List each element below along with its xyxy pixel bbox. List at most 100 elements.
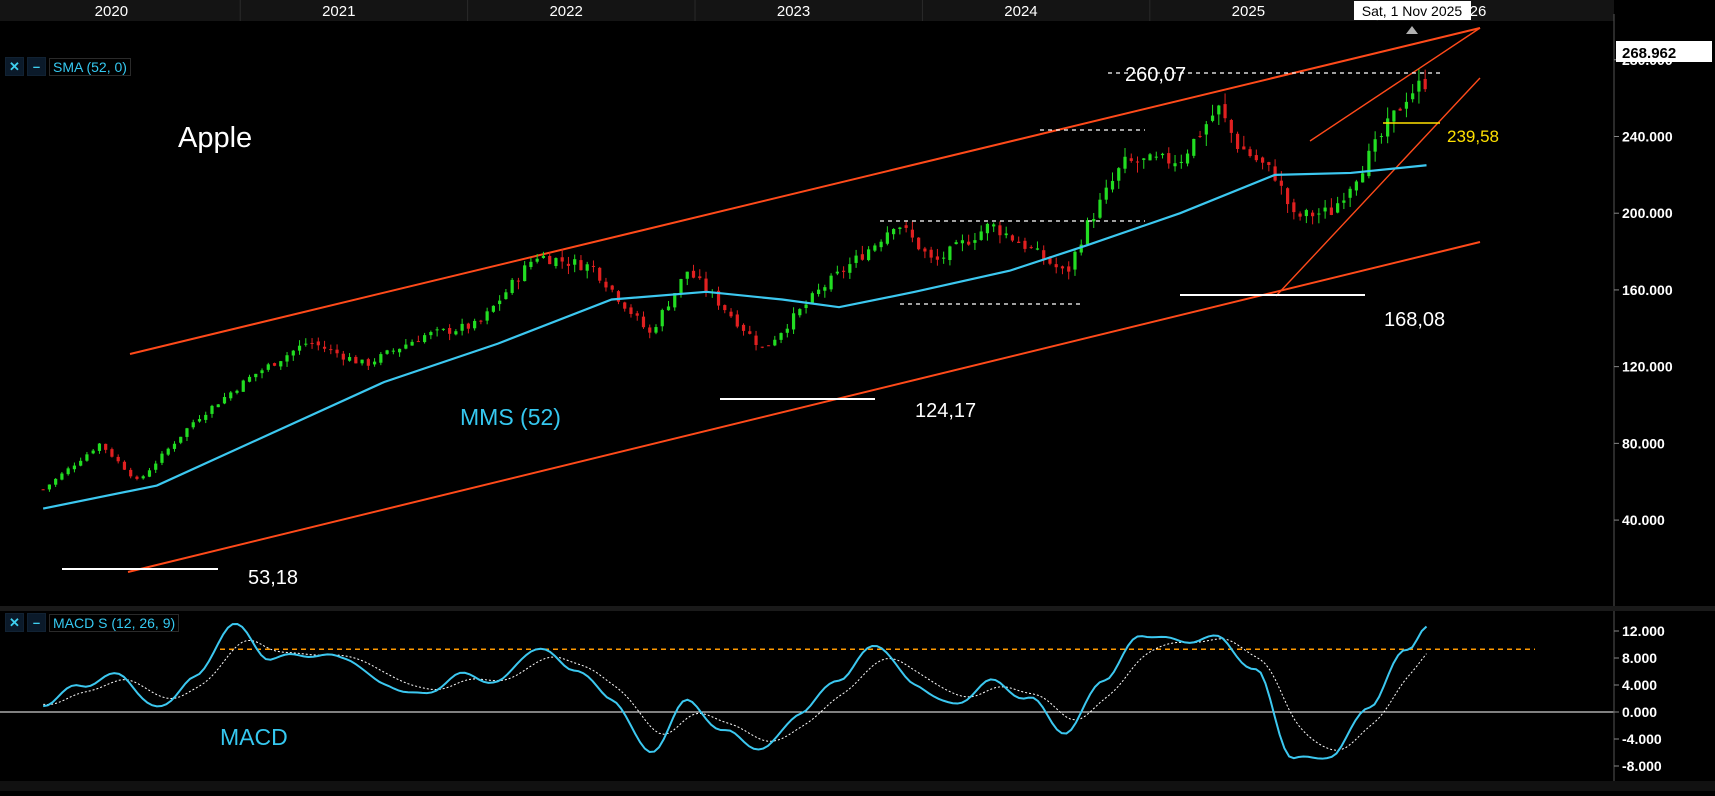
macd-title: MACD: [220, 724, 288, 750]
candle-body: [1260, 157, 1265, 163]
candle-body: [548, 255, 552, 265]
minimize-indicator-button[interactable]: –: [27, 57, 46, 76]
remove-indicator-button[interactable]: ✕: [5, 57, 24, 76]
candle-body: [216, 404, 220, 408]
candle-body: [185, 428, 189, 437]
candle-body: [1060, 266, 1065, 269]
candle-body: [960, 240, 965, 244]
candle-body: [723, 305, 727, 311]
candle-body: [942, 257, 946, 259]
price-axis-bg: [1614, 0, 1715, 791]
candle-body: [691, 270, 696, 278]
candle-body: [454, 331, 458, 335]
candle-body: [316, 341, 320, 346]
last-price-value: 268.962: [1622, 45, 1676, 62]
candle-body: [1142, 158, 1146, 160]
candle-body: [1042, 250, 1046, 260]
candle-body: [379, 354, 383, 363]
candle-body: [172, 443, 177, 449]
candle-body: [935, 256, 940, 260]
candle-body: [473, 320, 477, 329]
candle-body: [66, 468, 70, 475]
candle-body: [660, 310, 664, 327]
price-tick-label: 120.000: [1622, 359, 1673, 375]
candle-body: [260, 370, 264, 374]
candle-body: [835, 271, 839, 274]
candle-body: [1079, 244, 1083, 253]
bottom-scrollbar[interactable]: [0, 781, 1715, 791]
candle-body: [566, 263, 571, 266]
macd-legend: ✕ – MACD S (12, 26, 9): [5, 613, 180, 632]
candle-body: [510, 279, 514, 293]
candle-body: [441, 328, 445, 330]
candle-body: [973, 240, 977, 243]
candle-body: [291, 350, 295, 356]
candle-body: [1179, 161, 1183, 163]
candle-body: [1135, 161, 1140, 163]
candle-body: [1242, 146, 1246, 150]
candle-body: [1298, 213, 1302, 217]
sma-indicator-label[interactable]: SMA (52, 0): [49, 57, 131, 76]
candle-body: [304, 343, 308, 345]
candle-body: [623, 302, 627, 309]
level-label-239: 239,58: [1447, 127, 1499, 146]
candle-body: [1073, 251, 1077, 270]
candle-body: [1267, 162, 1271, 165]
remove-macd-button[interactable]: ✕: [5, 613, 24, 632]
candle-body: [779, 333, 783, 340]
candle-body: [760, 346, 764, 348]
candle-body: [1279, 180, 1283, 186]
candle-body: [1367, 150, 1371, 177]
candle-body: [391, 350, 395, 352]
candle-body: [423, 335, 427, 343]
candle-body: [860, 254, 864, 260]
channel-line: [1275, 77, 1481, 297]
candle-body: [629, 307, 633, 314]
candle-body: [1054, 264, 1058, 268]
candle-body: [1185, 153, 1190, 164]
candle-body: [504, 292, 508, 300]
candle-body: [741, 324, 746, 331]
candle-body: [635, 313, 639, 316]
candle-body: [122, 461, 127, 470]
candle-body: [498, 300, 502, 305]
candle-body: [116, 456, 120, 462]
candle-body: [448, 328, 452, 334]
candle-body: [247, 376, 252, 382]
candle-body: [1154, 156, 1158, 158]
candle-body: [1285, 188, 1290, 205]
year-label: 2025: [1232, 3, 1265, 20]
macd-indicator-label[interactable]: MACD S (12, 26, 9): [49, 613, 180, 632]
candle-body: [1110, 180, 1115, 190]
candle-body: [110, 449, 114, 457]
candle-body: [604, 281, 608, 288]
candle-body: [929, 249, 933, 258]
candle-body: [1386, 118, 1390, 137]
candle-body: [397, 348, 402, 353]
macd-axis-ticks: 12.000 8.000 4.000 0.000 -4.000 -8.000: [1614, 623, 1665, 774]
candle-body: [147, 470, 152, 477]
date-axis-strip: [0, 0, 1715, 21]
candle-body: [1198, 135, 1202, 137]
panel-separator[interactable]: [0, 606, 1715, 611]
minimize-macd-button[interactable]: –: [27, 613, 46, 632]
candle-body: [785, 328, 789, 333]
candle-body: [998, 225, 1002, 236]
candle-body: [748, 331, 752, 334]
candle-body: [848, 264, 852, 273]
candle-body: [297, 345, 302, 351]
macd-tick-label: -4.000: [1622, 731, 1662, 747]
candle-body: [135, 476, 139, 479]
candle-body: [535, 258, 539, 262]
candle-body: [435, 329, 439, 331]
candle-body: [285, 355, 289, 362]
candle-body: [1342, 200, 1346, 203]
price-tick-label: 160.000: [1622, 282, 1673, 298]
candle-body: [616, 291, 621, 302]
candle-body: [610, 285, 614, 290]
candle-body: [585, 264, 589, 271]
candle-body: [1210, 115, 1215, 121]
candle-body: [1336, 203, 1340, 213]
